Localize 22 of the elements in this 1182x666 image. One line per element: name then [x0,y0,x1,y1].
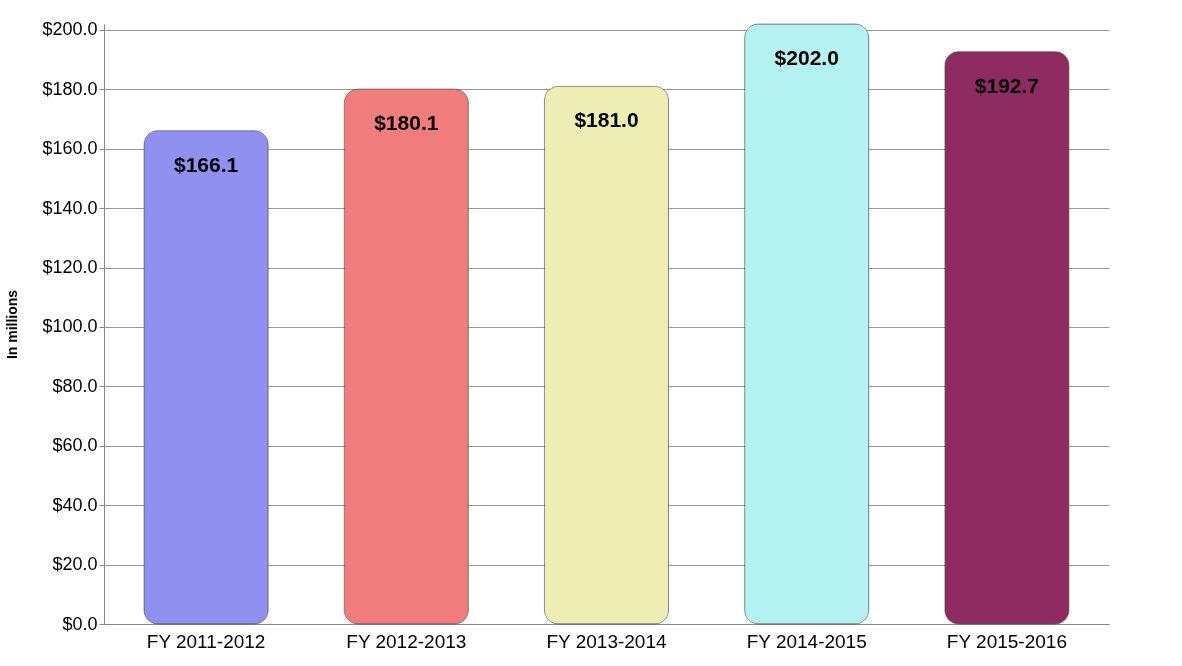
y-tick-label: $80.0 [52,375,98,396]
y-tick-label: $20.0 [52,554,98,575]
y-tick-label: $180.0 [42,78,98,99]
y-tick-label: $40.0 [52,494,98,515]
y-tick-label: $140.0 [42,197,98,218]
x-tick-label: FY 2013-2014 [546,630,667,652]
x-tick-label: FY 2015-2016 [946,630,1067,652]
x-tick-label: FY 2014-2015 [746,630,867,652]
y-tick-label: $60.0 [52,435,98,456]
y-tick-label: $0.0 [62,613,98,634]
y-tick-label: $120.0 [42,257,98,278]
x-tick-label: FY 2012-2013 [346,630,467,652]
y-tick-label: $100.0 [42,316,98,337]
data-label: $181.0 [574,108,639,132]
data-label: $180.1 [374,111,439,135]
data-label: $192.7 [974,73,1040,97]
data-label: $202.0 [774,46,839,69]
y-tick-label: $200.0 [42,19,98,40]
data-label: $166.1 [173,152,239,176]
x-tick-label: FY 2011-2012 [146,630,266,652]
y-axis-title: In millions [4,289,21,360]
y-tick-label: $160.0 [42,138,98,159]
